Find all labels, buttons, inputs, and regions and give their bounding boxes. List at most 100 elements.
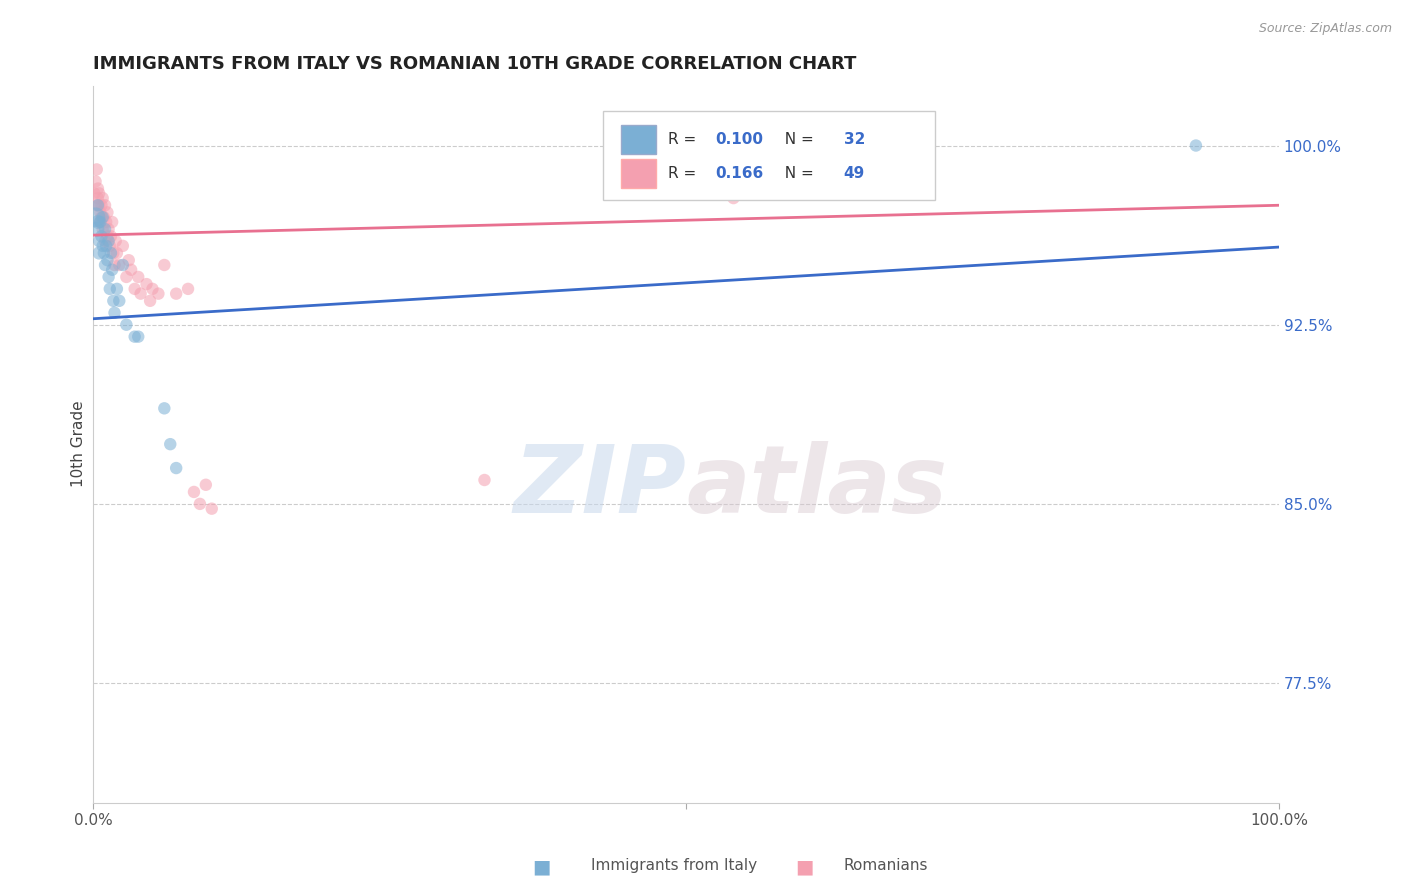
Point xyxy=(87,246,110,260)
Point xyxy=(139,293,162,308)
Text: 0.100: 0.100 xyxy=(716,132,763,146)
Point xyxy=(89,215,111,229)
Point xyxy=(127,329,149,343)
Text: IMMIGRANTS FROM ITALY VS ROMANIAN 10TH GRADE CORRELATION CHART: IMMIGRANTS FROM ITALY VS ROMANIAN 10TH G… xyxy=(93,55,856,73)
Point xyxy=(111,239,134,253)
Text: 49: 49 xyxy=(844,166,865,181)
Text: atlas: atlas xyxy=(686,442,948,533)
Text: 0.166: 0.166 xyxy=(716,166,763,181)
Point xyxy=(94,222,117,236)
Point xyxy=(159,437,181,451)
Text: R =: R = xyxy=(668,166,702,181)
Point xyxy=(96,239,118,253)
Point xyxy=(108,293,131,308)
Point xyxy=(127,269,149,284)
Point xyxy=(90,211,112,225)
Point xyxy=(91,239,114,253)
Point xyxy=(118,253,141,268)
Point xyxy=(89,215,111,229)
Text: Source: ZipAtlas.com: Source: ZipAtlas.com xyxy=(1258,22,1392,36)
Point xyxy=(94,198,117,212)
Point xyxy=(177,282,200,296)
Point xyxy=(103,306,125,320)
Point xyxy=(86,222,108,236)
Point xyxy=(124,329,146,343)
Point xyxy=(84,211,107,225)
Point xyxy=(148,286,170,301)
Point xyxy=(91,222,114,236)
Point xyxy=(120,262,142,277)
Point xyxy=(97,269,120,284)
Point xyxy=(115,318,138,332)
Point xyxy=(153,401,176,416)
Text: ■: ■ xyxy=(531,857,551,876)
Point xyxy=(104,234,127,248)
Point xyxy=(87,198,110,212)
Point xyxy=(111,258,134,272)
Point xyxy=(105,246,128,260)
Point xyxy=(93,246,115,260)
Point xyxy=(105,282,128,296)
Point xyxy=(100,246,122,260)
Point xyxy=(87,215,110,229)
Point xyxy=(97,234,120,248)
Point xyxy=(87,186,110,201)
Point xyxy=(83,186,105,201)
Point xyxy=(91,191,114,205)
Point xyxy=(91,211,114,225)
Point xyxy=(97,222,120,236)
Point xyxy=(153,258,176,272)
Y-axis label: 10th Grade: 10th Grade xyxy=(72,401,86,487)
Point xyxy=(101,262,124,277)
Point xyxy=(165,286,187,301)
Point xyxy=(87,191,110,205)
Point xyxy=(98,282,121,296)
Point xyxy=(201,501,224,516)
Point xyxy=(96,253,118,268)
Point xyxy=(96,215,118,229)
Point xyxy=(96,229,118,244)
Point xyxy=(93,211,115,225)
Point xyxy=(474,473,496,487)
Point xyxy=(100,229,122,244)
Point xyxy=(86,162,108,177)
Point xyxy=(87,181,110,195)
Text: R =: R = xyxy=(668,132,702,146)
Point xyxy=(94,234,117,248)
Text: N =: N = xyxy=(775,132,818,146)
FancyBboxPatch shape xyxy=(621,160,657,188)
Point xyxy=(87,234,110,248)
Point xyxy=(165,461,187,475)
Point xyxy=(129,286,152,301)
Point xyxy=(103,293,125,308)
FancyBboxPatch shape xyxy=(603,111,935,201)
Point xyxy=(94,258,117,272)
Point xyxy=(87,198,110,212)
Point xyxy=(86,198,108,212)
Point xyxy=(101,215,124,229)
Point xyxy=(183,485,205,500)
FancyBboxPatch shape xyxy=(621,125,657,153)
Point xyxy=(108,258,131,272)
Point xyxy=(723,191,745,205)
Text: 32: 32 xyxy=(844,132,865,146)
Point xyxy=(103,258,125,272)
Text: ■: ■ xyxy=(794,857,814,876)
Point xyxy=(96,205,118,219)
Point xyxy=(84,174,107,188)
Point xyxy=(124,282,146,296)
Point xyxy=(115,269,138,284)
Point xyxy=(90,198,112,212)
Text: Romanians: Romanians xyxy=(844,858,928,872)
Point xyxy=(90,229,112,244)
Text: N =: N = xyxy=(775,166,818,181)
Point xyxy=(98,239,121,253)
Point xyxy=(1185,138,1208,153)
Point xyxy=(188,497,211,511)
Point xyxy=(103,246,125,260)
Point xyxy=(141,282,163,296)
Point xyxy=(135,277,157,291)
Point xyxy=(89,205,111,219)
Text: Immigrants from Italy: Immigrants from Italy xyxy=(591,858,756,872)
Point xyxy=(194,477,217,491)
